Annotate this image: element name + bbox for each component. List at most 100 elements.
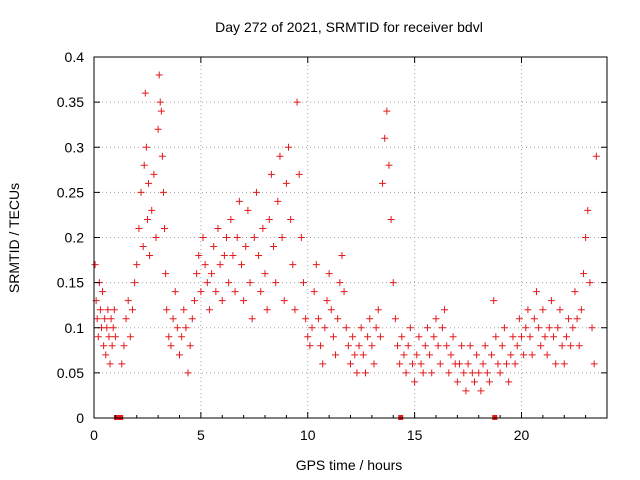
- data-point: [396, 360, 404, 368]
- data-point: [126, 333, 134, 341]
- data-point: [128, 306, 136, 314]
- data-point: [505, 378, 513, 386]
- data-point: [103, 324, 111, 332]
- y-tick-label: 0.25: [57, 184, 84, 200]
- data-point: [156, 98, 164, 106]
- data-point: [154, 125, 162, 133]
- data-point: [133, 261, 141, 269]
- data-point: [310, 288, 318, 296]
- data-point: [584, 206, 592, 214]
- data-point: [124, 297, 132, 305]
- data-point: [323, 297, 331, 305]
- data-point: [141, 89, 149, 97]
- data-point: [287, 215, 295, 223]
- data-point: [152, 234, 160, 241]
- data-point: [278, 234, 286, 241]
- data-point: [417, 360, 425, 368]
- data-point: [105, 333, 113, 341]
- data-point: [565, 315, 573, 323]
- data-point: [285, 143, 293, 151]
- data-point: [579, 270, 587, 278]
- data-point: [184, 369, 192, 377]
- data-point: [338, 252, 346, 260]
- data-point: [554, 324, 562, 332]
- data-point: [188, 315, 196, 323]
- y-tick-label: 0.4: [65, 49, 85, 65]
- data-point: [140, 161, 148, 169]
- data-point: [263, 306, 271, 314]
- data-point: [569, 324, 577, 332]
- data-point: [441, 306, 449, 314]
- data-point: [481, 342, 489, 350]
- x-axis-label: GPS time / hours: [296, 457, 403, 473]
- data-point: [460, 369, 468, 377]
- data-point: [111, 333, 119, 341]
- y-tick-label: 0.35: [57, 94, 84, 110]
- data-point: [530, 315, 538, 323]
- data-point: [143, 215, 151, 223]
- data-point: [193, 270, 201, 278]
- data-point: [257, 288, 265, 296]
- data-point: [302, 315, 310, 323]
- data-point: [109, 324, 117, 332]
- data-point: [586, 279, 594, 287]
- data-point: [334, 315, 342, 323]
- data-point: [186, 342, 194, 350]
- data-point: [308, 324, 316, 332]
- data-point: [526, 333, 534, 341]
- data-point: [246, 279, 254, 287]
- data-point: [466, 342, 474, 350]
- data-point: [282, 179, 290, 187]
- data-point: [274, 197, 282, 205]
- x-tick-label: 0: [90, 427, 98, 443]
- data-point: [250, 234, 258, 241]
- data-point: [291, 306, 299, 314]
- data-point: [235, 197, 243, 205]
- data-point: [458, 342, 466, 350]
- y-tick-label: 0.15: [57, 275, 84, 291]
- data-point: [543, 351, 551, 359]
- data-point: [91, 261, 99, 269]
- data-point: [265, 215, 273, 223]
- data-point: [165, 333, 173, 341]
- data-point: [402, 369, 410, 377]
- data-point: [122, 315, 130, 323]
- data-point: [560, 360, 568, 368]
- data-point: [541, 333, 549, 341]
- data-point: [106, 360, 114, 368]
- data-point: [387, 215, 395, 223]
- data-point: [573, 315, 581, 323]
- data-point: [415, 333, 423, 341]
- data-point: [485, 378, 493, 386]
- data-point: [411, 378, 419, 386]
- x-tick-labels: 0 5 10 15 20: [90, 427, 529, 443]
- data-point: [280, 297, 288, 305]
- data-point: [456, 360, 464, 368]
- data-point: [135, 224, 143, 232]
- data-point: [398, 333, 406, 341]
- data-point: [592, 152, 600, 160]
- y-tick-label: 0.05: [57, 365, 84, 381]
- data-point: [162, 270, 170, 278]
- data-point: [473, 351, 481, 359]
- data-point: [492, 333, 500, 341]
- data-point: [210, 243, 218, 251]
- data-point: [445, 369, 453, 377]
- data-point: [374, 306, 382, 314]
- data-point: [233, 234, 241, 241]
- y-tick-label: 0.2: [65, 230, 85, 246]
- data-point: [462, 387, 470, 395]
- data-point: [582, 234, 590, 241]
- data-point: [370, 360, 378, 368]
- data-point: [225, 279, 233, 287]
- data-point: [304, 333, 312, 341]
- x-tick-label: 20: [514, 427, 530, 443]
- data-point: [567, 342, 575, 350]
- data-point: [190, 297, 198, 305]
- data-point: [379, 179, 387, 187]
- data-point: [532, 288, 540, 296]
- data-point: [248, 315, 256, 323]
- data-point: [400, 351, 408, 359]
- data-point: [438, 324, 446, 332]
